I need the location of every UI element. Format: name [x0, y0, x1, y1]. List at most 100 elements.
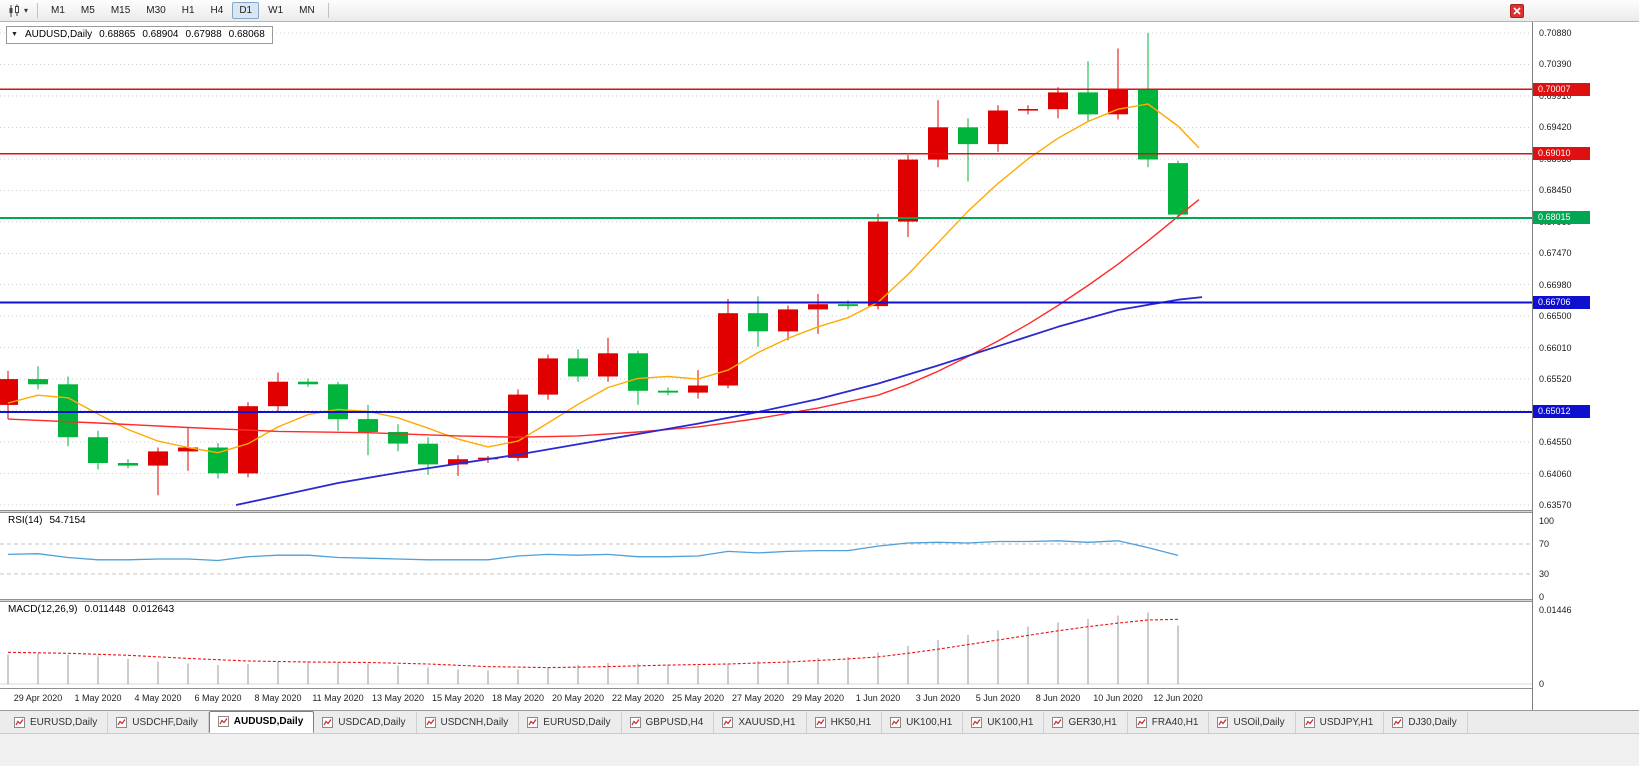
date-label: 8 May 2020	[254, 693, 302, 703]
symbol-dropdown-icon[interactable]: ▼	[11, 31, 18, 38]
date-label: 4 May 2020	[134, 693, 182, 703]
rsi-tick-label: 0	[1539, 592, 1545, 602]
candle-body	[538, 358, 558, 395]
rsi-value: 54.7154	[49, 515, 86, 526]
chart-tab-uk100-h1[interactable]: UK100,H1	[882, 712, 964, 733]
chart-tab-ger30-h1[interactable]: GER30,H1	[1044, 712, 1128, 733]
date-label: 18 May 2020	[491, 693, 545, 703]
chart-tab-hk50-h1[interactable]: HK50,H1	[807, 712, 883, 733]
chart-tab-fra40-h1[interactable]: FRA40,H1	[1128, 712, 1210, 733]
timeframe-button-d1[interactable]: D1	[232, 2, 260, 19]
chart-type-icon[interactable]	[5, 3, 24, 19]
chart-tab-label: USDCHF,Daily	[132, 716, 198, 728]
date-label: 13 May 2020	[371, 693, 425, 703]
macd-tick-label: 0.01446	[1539, 605, 1572, 615]
chart-tab-audusd-daily[interactable]: AUDUSD,Daily	[208, 711, 315, 733]
chart-tab-label: XAUUSD,H1	[738, 716, 796, 728]
candle-body	[358, 419, 378, 432]
axis-border-line	[0, 688, 1639, 689]
chart-tab-label: EURUSD,Daily	[543, 716, 611, 728]
date-label: 3 Jun 2020	[915, 693, 961, 703]
timeframe-button-h4[interactable]: H4	[210, 5, 224, 16]
hline-price-label: 0.69010	[1533, 147, 1590, 160]
chart-icon	[814, 716, 826, 728]
toolbar-separator	[37, 3, 39, 18]
timeframe-button-h1[interactable]: H1	[181, 5, 195, 16]
chart-icon	[1052, 716, 1064, 728]
rsi-name: RSI(14)	[8, 515, 43, 526]
price-tick-label: 0.66500	[1539, 311, 1572, 321]
date-label: 11 May 2020	[312, 693, 364, 703]
macd-plot[interactable]	[0, 602, 1532, 688]
macd-label: MACD(12,26,9) 0.011448 0.012643	[8, 604, 174, 615]
candle-body	[88, 437, 108, 463]
candle-body	[778, 309, 798, 332]
timeframe-button-mn[interactable]: MN	[299, 5, 315, 16]
chart-tab-usdcad-daily[interactable]: USDCAD,Daily	[314, 712, 417, 733]
hline-price-label: 0.66706	[1533, 296, 1590, 309]
rsi-plot[interactable]	[0, 513, 1532, 599]
date-label: 8 Jun 2020	[1035, 693, 1081, 703]
date-label: 25 May 2020	[671, 693, 725, 703]
price-tick-label: 0.69420	[1539, 122, 1572, 132]
price-tick-label: 0.64550	[1539, 437, 1572, 447]
rsi-tick-label: 100	[1539, 516, 1555, 526]
price-tick-label: 0.70880	[1539, 28, 1572, 38]
macd-signal-line	[7, 618, 1179, 669]
timeframe-button-m1[interactable]: M1	[51, 5, 65, 16]
chart-icon	[322, 716, 334, 728]
close-window-button[interactable]	[1510, 4, 1524, 18]
candle-body	[1048, 92, 1068, 110]
chart-icon	[1217, 716, 1229, 728]
date-label: 5 Jun 2020	[975, 693, 1021, 703]
toolbar-separator	[327, 3, 329, 18]
chart-tab-label: USDCNH,Daily	[440, 716, 509, 728]
candle-body	[988, 110, 1008, 145]
macd-tick-label: 0	[1539, 679, 1545, 689]
chart-tab-xauusd-h1[interactable]: XAUUSD,H1	[714, 712, 807, 733]
chart-tab-eurusd-daily[interactable]: EURUSD,Daily	[519, 712, 622, 733]
chart-tab-label: USOil,Daily	[1233, 716, 1285, 728]
candle-body	[1138, 88, 1158, 160]
chart-tab-dj30-daily[interactable]: DJ30,Daily	[1384, 712, 1468, 733]
chart-tab-usoil-daily[interactable]: USOil,Daily	[1209, 712, 1296, 733]
price-tick-label: 0.63570	[1539, 500, 1572, 510]
ohlc-high: 0.68904	[142, 29, 179, 40]
chevron-down-icon[interactable]: ▾	[24, 6, 29, 15]
price-tick-label: 0.69910	[1539, 91, 1572, 101]
timeframe-button-m30[interactable]: M30	[146, 5, 166, 16]
date-label: 1 Jun 2020	[855, 693, 901, 703]
chart-tab-eurusd-daily[interactable]: EURUSD,Daily	[6, 712, 109, 733]
chart-tab-uk100-h1[interactable]: UK100,H1	[963, 712, 1045, 733]
chart-tab-gbpusd-h4[interactable]: GBPUSD,H4	[622, 712, 715, 733]
panel-separator[interactable]	[0, 599, 1639, 602]
date-label: 20 May 2020	[551, 693, 605, 703]
price-chart-plot[interactable]	[0, 22, 1532, 510]
chart-tab-label: GBPUSD,H4	[645, 716, 704, 728]
date-label: 15 May 2020	[431, 693, 485, 703]
chart-icon	[971, 716, 983, 728]
timeframe-button-m15[interactable]: M15	[110, 5, 131, 16]
chart-tab-usdjpy-h1[interactable]: USDJPY,H1	[1296, 712, 1385, 733]
toolbar: ▾ M1 M5 M15 M30 H1 H4 D1 W1 MN	[0, 0, 1639, 22]
chart-tab-usdcnh-daily[interactable]: USDCNH,Daily	[417, 712, 520, 733]
candle-body	[808, 304, 828, 310]
candle-body	[0, 379, 18, 405]
candle-body	[1078, 92, 1098, 115]
candle-body	[118, 463, 138, 466]
timeframe-button-m5[interactable]: M5	[80, 5, 95, 16]
panel-separator[interactable]	[0, 510, 1639, 513]
price-axis: 0.708800.703900.699100.694200.689300.684…	[1532, 22, 1639, 710]
chart-icon	[116, 716, 128, 728]
price-tick-label: 0.66980	[1539, 280, 1572, 290]
chart-symbol: AUDUSD,Daily	[24, 29, 93, 40]
ma-line-fast	[7, 103, 1200, 454]
candle-body	[28, 379, 48, 385]
candle-body	[958, 127, 978, 145]
date-axis: 29 Apr 2020 1 May 2020 4 May 2020 6 May 202…	[0, 688, 1532, 710]
candle-body	[568, 358, 588, 377]
chart-icon	[722, 716, 734, 728]
timeframe-button-w1[interactable]: W1	[268, 5, 284, 16]
chart-tab-usdchf-daily[interactable]: USDCHF,Daily	[108, 712, 209, 733]
